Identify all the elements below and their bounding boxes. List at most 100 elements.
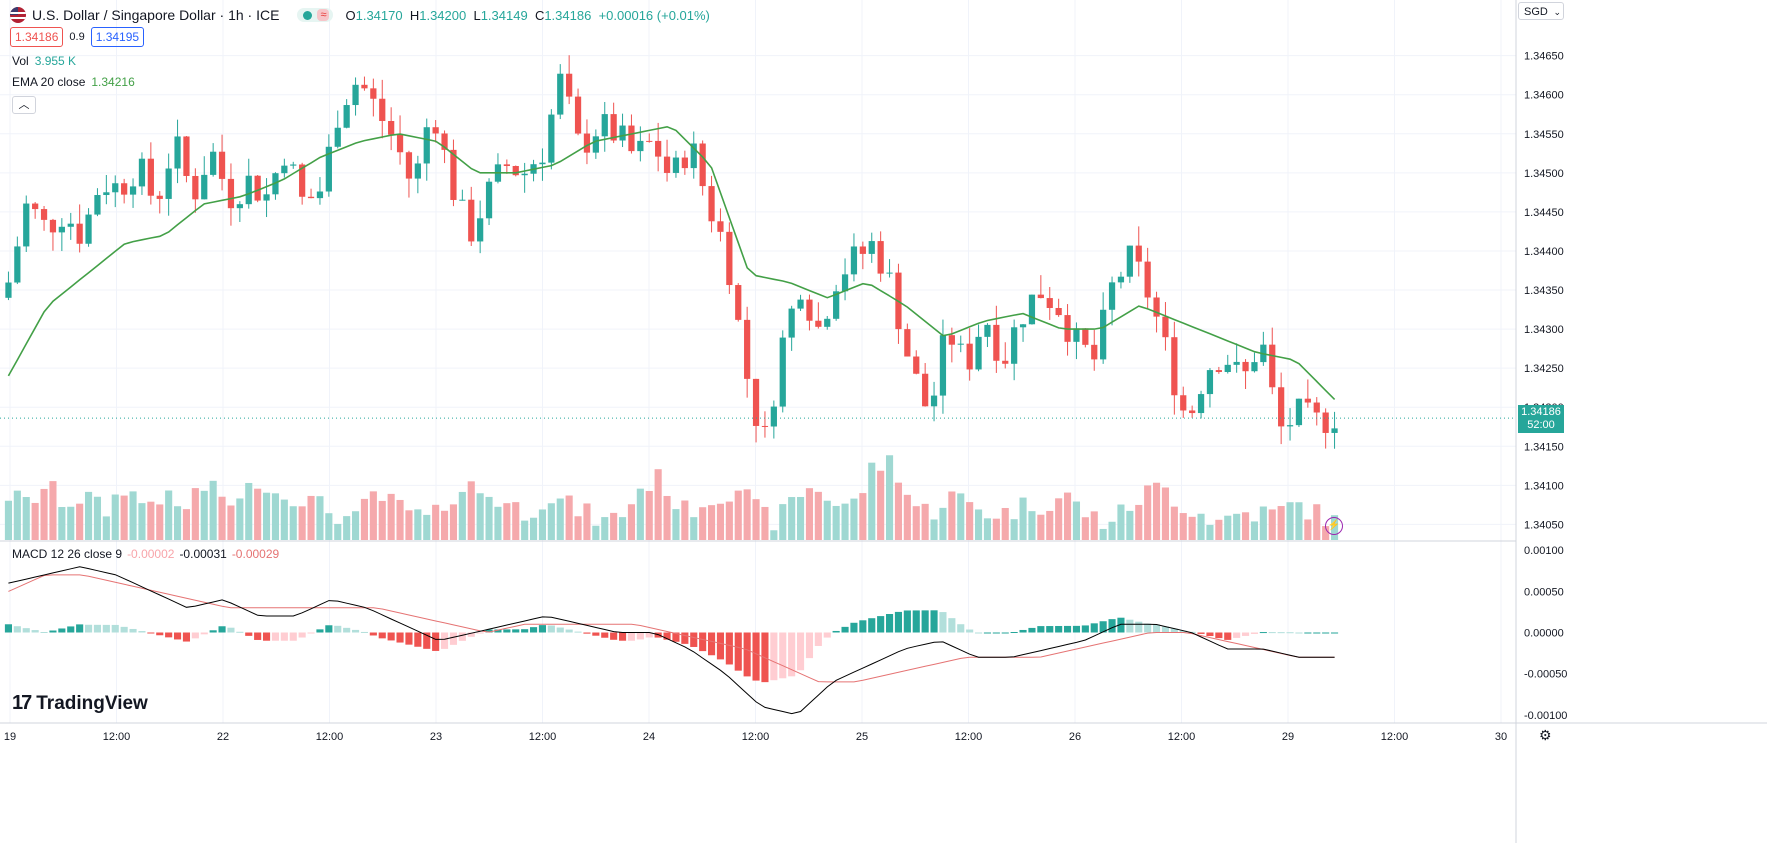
candle <box>477 218 484 242</box>
macd-hist-bar <box>307 632 315 634</box>
sell-button[interactable]: 1.34186 <box>10 27 64 47</box>
macd-signal-value: -0.00029 <box>231 547 280 561</box>
candle <box>254 175 261 201</box>
macd-hist-bar <box>601 632 609 638</box>
volume-bar <box>868 462 876 540</box>
candle <box>1153 297 1160 317</box>
volume-bar <box>236 498 244 540</box>
candle <box>672 157 680 173</box>
tradingview-mark-icon: 17 <box>12 692 32 714</box>
lightning-icon[interactable]: ⚡ <box>1325 517 1343 535</box>
macd-hist-bar <box>547 625 555 633</box>
settings-gear-icon[interactable]: ⚙ <box>1539 727 1552 743</box>
volume-bar <box>467 481 475 540</box>
time-tick-label: 22 <box>217 731 229 743</box>
candle <box>601 114 608 137</box>
macd-hist-bar <box>67 626 75 633</box>
volume-bar <box>49 481 57 540</box>
macd-hist-bar <box>645 632 653 638</box>
volume-bar <box>1286 502 1294 540</box>
ema-legend[interactable]: EMA 20 close 1.34216 <box>12 75 135 89</box>
candle <box>503 164 510 167</box>
macd-hist-bar <box>805 632 814 659</box>
volume-bar <box>262 492 271 540</box>
market-status-pill[interactable]: ≈ <box>297 8 334 22</box>
market-open-dot-icon <box>303 10 313 20</box>
macd-hist-bar <box>449 632 458 645</box>
volume-bar <box>485 496 493 540</box>
macd-hist-bar <box>1322 632 1330 634</box>
macd-hist-bar <box>957 624 965 633</box>
currency-selector[interactable]: SGD ⌄ <box>1518 2 1564 20</box>
macd-legend[interactable]: MACD 12 26 close 9 -0.00002 -0.00031 -0.000… <box>12 547 279 561</box>
candle <box>1269 344 1276 388</box>
macd-hist-bar <box>841 626 849 633</box>
macd-hist-bar <box>93 624 102 633</box>
currency-code: SGD <box>1524 6 1548 18</box>
candle <box>1278 387 1285 427</box>
macd-hist-bar <box>1188 631 1196 633</box>
volume-bar <box>1179 513 1187 540</box>
volume-bar <box>209 480 217 540</box>
macd-hist-bar <box>983 632 992 634</box>
volume-bar <box>165 490 173 540</box>
chevron-down-icon: ⌄ <box>1553 7 1561 17</box>
price-tick-label: 1.34550 <box>1524 129 1564 141</box>
trade-buttons: 1.34186 0.9 1.34195 <box>10 27 145 47</box>
ema-value: 1.34216 <box>91 75 135 89</box>
volume-bar <box>663 495 671 540</box>
candle <box>5 282 12 298</box>
symbol-header[interactable]: U.S. Dollar / Singapore Dollar · 1h · IC… <box>10 4 710 26</box>
macd-signal-line <box>8 574 1335 683</box>
macd-hist-bar <box>1046 626 1054 633</box>
macd-hist-bar <box>191 632 199 639</box>
volume-bar <box>841 503 849 540</box>
tradingview-logo[interactable]: 17 TradingView <box>12 692 148 715</box>
candle <box>628 125 635 152</box>
candle <box>957 343 964 345</box>
candle <box>343 105 350 128</box>
candle <box>1037 294 1044 299</box>
candle <box>797 299 804 309</box>
macd-hist-bar <box>76 624 84 633</box>
macd-hist-bar <box>182 632 191 642</box>
volume-bar <box>805 488 814 540</box>
candle <box>1242 361 1249 372</box>
candle <box>806 299 813 321</box>
volume-bar <box>1206 524 1214 540</box>
last-price: 1.34186 <box>1521 406 1561 418</box>
symbol-title[interactable]: U.S. Dollar / Singapore Dollar · 1h · IC… <box>32 7 280 23</box>
macd-hist-bar <box>369 632 377 636</box>
volume-bar <box>102 516 110 540</box>
ohlc-low: 1.34149 <box>480 7 528 23</box>
candle <box>14 246 21 283</box>
candle <box>1189 410 1196 414</box>
macd-hist-bar <box>1304 632 1312 634</box>
macd-hist-bar <box>663 632 671 640</box>
macd-hist-bar <box>200 632 208 635</box>
collapse-legend-button[interactable]: ︿ <box>12 96 36 114</box>
volume-bar <box>147 501 155 540</box>
volume-bar <box>529 517 538 540</box>
macd-hist-bar <box>280 632 288 641</box>
macd-hist-bar <box>1063 625 1072 633</box>
macd-hist-bar <box>476 632 484 634</box>
volume-bar <box>983 518 992 540</box>
buy-button[interactable]: 1.34195 <box>90 27 145 47</box>
candle <box>681 157 688 169</box>
macd-line <box>8 566 1335 715</box>
candle <box>1313 402 1320 413</box>
macd-tick-label: 0.00000 <box>1524 628 1564 640</box>
volume-bar <box>432 504 440 540</box>
candle <box>325 146 332 192</box>
volume-bar <box>574 516 582 540</box>
volume-bars <box>4 455 1339 540</box>
candle <box>121 183 128 195</box>
volume-bar <box>1241 512 1250 540</box>
candle <box>1091 344 1098 360</box>
volume-bar <box>218 496 226 540</box>
volume-legend[interactable]: Vol 3.955 K <box>12 54 76 68</box>
volume-bar <box>725 501 733 540</box>
candle <box>1171 337 1178 396</box>
